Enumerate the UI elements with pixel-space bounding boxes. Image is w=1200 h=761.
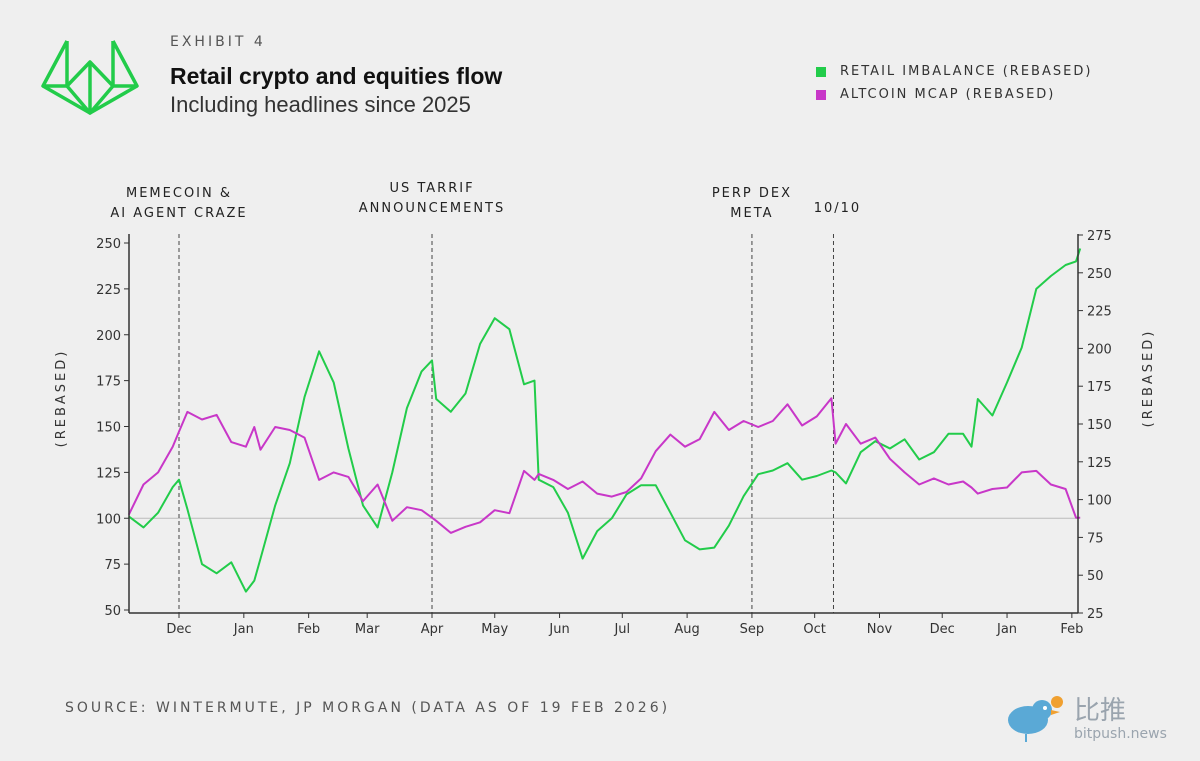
x-tick-label: Jan	[233, 622, 254, 637]
right-axis-label: (REBASED)	[1141, 329, 1156, 428]
series-line-altcoin-mcap	[127, 397, 1081, 534]
x-tick-label: Jul	[613, 622, 630, 637]
x-tick-label: Feb	[1060, 622, 1083, 637]
annotation-label: META	[730, 206, 773, 221]
legend-label-retail: RETAIL IMBALANCE (REBASED)	[840, 64, 1093, 79]
x-tick-label: Oct	[803, 622, 825, 637]
legend-label-altcoin: ALTCOIN MCAP (REBASED)	[840, 87, 1056, 102]
annotation-label: US TARRIF	[389, 181, 474, 196]
left-tick-label: 150	[96, 421, 121, 436]
left-tick-label: 50	[104, 604, 121, 619]
right-tick-label: 250	[1087, 267, 1112, 282]
x-tick-label: Sep	[740, 622, 765, 637]
right-tick-label: 125	[1087, 456, 1112, 471]
right-tick-label: 75	[1087, 531, 1104, 546]
annotation-label: MEMECOIN &	[126, 186, 232, 201]
x-tick-label: Jun	[548, 622, 569, 637]
legend: RETAIL IMBALANCE (REBASED) ALTCOIN MCAP …	[816, 60, 1092, 106]
annotation-label: AI AGENT CRAZE	[110, 206, 247, 221]
x-tick-label: Nov	[867, 622, 893, 637]
source-note: SOURCE: WINTERMUTE, JP MORGAN (DATA AS O…	[65, 700, 671, 716]
left-tick-label: 225	[96, 283, 121, 298]
legend-item-altcoin: ALTCOIN MCAP (REBASED)	[816, 83, 1092, 106]
series-line-retail-imbalance	[128, 248, 1082, 593]
right-tick-label: 200	[1087, 342, 1112, 357]
left-tick-label: 250	[96, 237, 121, 252]
legend-swatch-altcoin	[816, 89, 826, 100]
left-axis-label: (REBASED)	[54, 349, 69, 448]
left-tick-label: 200	[96, 329, 121, 344]
left-tick-label: 100	[96, 512, 121, 527]
right-tick-label: 225	[1087, 305, 1112, 320]
x-tick-label: Apr	[421, 622, 444, 637]
right-tick-label: 50	[1087, 569, 1104, 584]
watermark-cn: 比推	[1074, 696, 1127, 726]
x-tick-label: May	[481, 622, 508, 637]
right-tick-label: 175	[1087, 380, 1112, 395]
left-tick-label: 75	[104, 558, 121, 573]
legend-item-retail: RETAIL IMBALANCE (REBASED)	[816, 60, 1092, 83]
right-tick-label: 275	[1087, 229, 1112, 244]
x-tick-label: Dec	[930, 622, 955, 637]
bird-logo-icon	[1008, 696, 1063, 742]
x-tick-label: Dec	[166, 622, 191, 637]
legend-swatch-retail	[816, 66, 826, 77]
left-tick-label: 125	[96, 466, 121, 481]
x-tick-label: Jan	[996, 622, 1017, 637]
right-tick-label: 150	[1087, 418, 1112, 433]
right-tick-label: 100	[1087, 494, 1112, 509]
wintermute-logo-icon	[41, 40, 139, 115]
x-tick-label: Mar	[355, 622, 380, 637]
annotation-label: PERP DEX	[712, 186, 792, 201]
x-tick-label: Feb	[297, 622, 320, 637]
watermark: 比推 bitpush.news	[1000, 690, 1190, 750]
watermark-en: bitpush.news	[1074, 726, 1167, 742]
annotation-label: ANNOUNCEMENTS	[359, 201, 505, 216]
exhibit-label: EXHIBIT 4	[170, 34, 266, 50]
right-tick-label: 25	[1087, 607, 1104, 622]
chart-title: Retail crypto and equities flow	[170, 63, 503, 89]
left-tick-label: 175	[96, 375, 121, 390]
annotation-label: 10/10	[814, 201, 861, 216]
chart-subtitle: Including headlines since 2025	[170, 92, 471, 117]
x-tick-label: Aug	[674, 622, 699, 637]
